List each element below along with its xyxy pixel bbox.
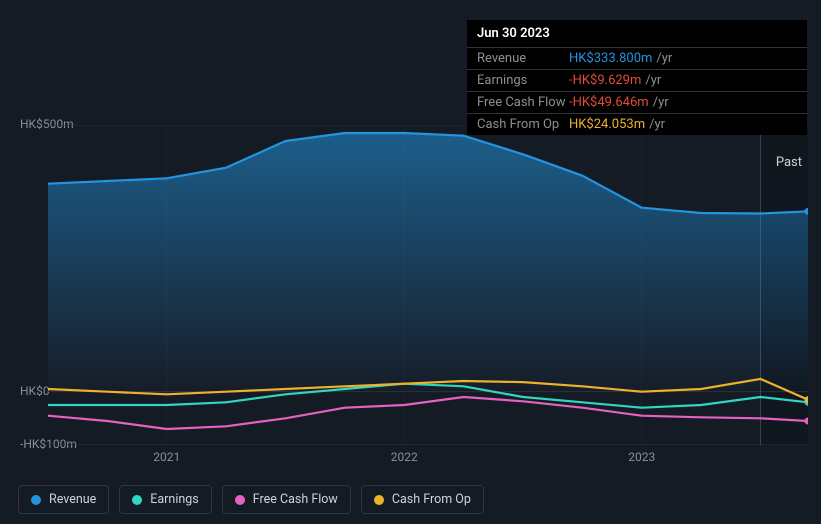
- legend-swatch: [374, 495, 384, 505]
- tooltip-row-suffix: /yr: [656, 51, 672, 66]
- legend: Revenue Earnings Free Cash Flow Cash From O…: [18, 485, 484, 514]
- legend-swatch: [31, 495, 41, 505]
- tooltip-row: Earnings-HK$9.629m/yr: [467, 70, 807, 92]
- chart-area: HK$500mHK$0-HK$100m Past 202120222023: [18, 125, 808, 485]
- legend-swatch: [235, 495, 245, 505]
- legend-label: Cash From Op: [392, 492, 471, 507]
- chart-plot[interactable]: Past: [48, 125, 808, 445]
- legend-label: Free Cash Flow: [253, 492, 338, 507]
- past-label: Past: [776, 155, 802, 170]
- x-axis: 2021 2022 2023: [48, 450, 808, 470]
- tooltip-row: Cash From OpHK$24.053m/yr: [467, 114, 807, 135]
- tooltip-row-label: Cash From Op: [477, 117, 569, 132]
- tooltip-row-label: Free Cash Flow: [477, 95, 569, 110]
- legend-swatch: [132, 495, 142, 505]
- tooltip-rows: RevenueHK$333.800m/yrEarnings-HK$9.629m/…: [467, 48, 807, 135]
- tooltip-row-suffix: /yr: [653, 95, 669, 110]
- tooltip-row-value: HK$333.800m: [569, 51, 652, 66]
- y-axis-label: HK$500m: [20, 117, 48, 131]
- legend-item[interactable]: Revenue: [18, 485, 109, 514]
- tooltip-row-suffix: /yr: [645, 73, 661, 88]
- legend-item[interactable]: Cash From Op: [361, 485, 484, 514]
- legend-item[interactable]: Earnings: [119, 485, 211, 514]
- tooltip-date: Jun 30 2023: [467, 20, 807, 48]
- tooltip-row-value: -HK$9.629m: [569, 73, 641, 88]
- y-axis-label: HK$0: [20, 384, 48, 398]
- tooltip-row-value: HK$24.053m: [569, 117, 645, 132]
- tooltip-row-value: -HK$49.646m: [569, 95, 649, 110]
- tooltip-row: Free Cash Flow-HK$49.646m/yr: [467, 92, 807, 114]
- tooltip-row-suffix: /yr: [649, 117, 665, 132]
- tooltip-row: RevenueHK$333.800m/yr: [467, 48, 807, 70]
- legend-label: Earnings: [150, 492, 198, 507]
- x-axis-label: 2021: [153, 450, 180, 464]
- tooltip-row-label: Revenue: [477, 51, 569, 66]
- y-axis-label: -HK$100m: [20, 437, 48, 451]
- legend-item[interactable]: Free Cash Flow: [222, 485, 351, 514]
- legend-label: Revenue: [49, 492, 96, 507]
- x-axis-label: 2022: [391, 450, 418, 464]
- tooltip-row-label: Earnings: [477, 73, 569, 88]
- x-axis-label: 2023: [628, 450, 655, 464]
- data-tooltip: Jun 30 2023 RevenueHK$333.800m/yrEarning…: [467, 20, 807, 135]
